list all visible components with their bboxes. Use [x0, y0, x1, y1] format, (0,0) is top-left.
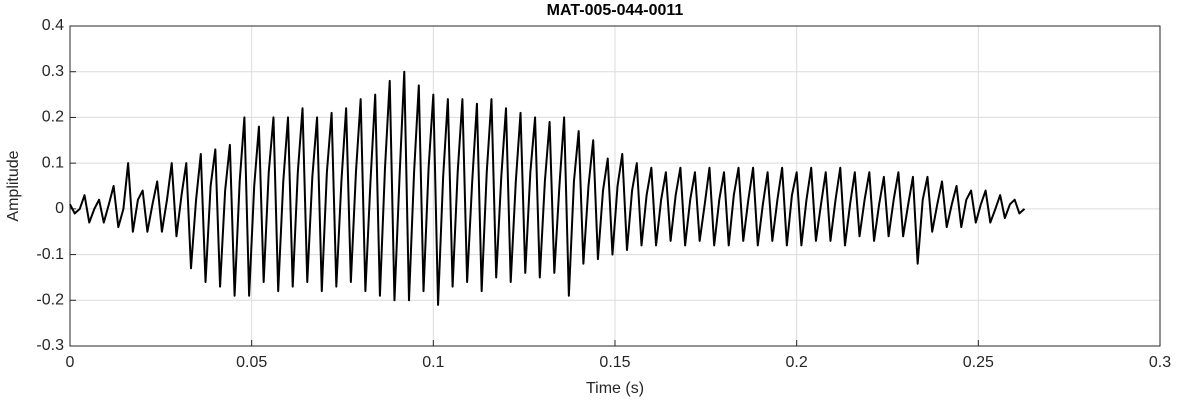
- y-tick-label: 0.3: [42, 63, 64, 80]
- y-axis-label: Amplitude: [5, 150, 22, 221]
- x-tick-label: 0.1: [422, 354, 444, 371]
- chart-title: MAT-005-044-0011: [547, 2, 684, 19]
- x-tick-label: 0: [66, 354, 75, 371]
- y-tick-label: -0.3: [36, 337, 64, 354]
- y-tick-label: -0.2: [36, 292, 64, 309]
- x-tick-label: 0.3: [1149, 354, 1171, 371]
- y-tick-label: 0.2: [42, 109, 64, 126]
- x-axis-label: Time (s): [586, 380, 644, 397]
- y-tick-label: -0.1: [36, 246, 64, 263]
- plot-frame: [69, 25, 1161, 347]
- y-tick-label: 0.4: [42, 17, 64, 34]
- y-tick-label: 0: [55, 200, 64, 217]
- x-tick-label: 0.15: [599, 354, 630, 371]
- x-tick-label: 0.2: [786, 354, 808, 371]
- y-tick-label: 0.1: [42, 154, 64, 171]
- signal-line: [69, 70, 1026, 306]
- x-tick-label: 0.05: [236, 354, 267, 371]
- x-tick-label: 0.25: [963, 354, 994, 371]
